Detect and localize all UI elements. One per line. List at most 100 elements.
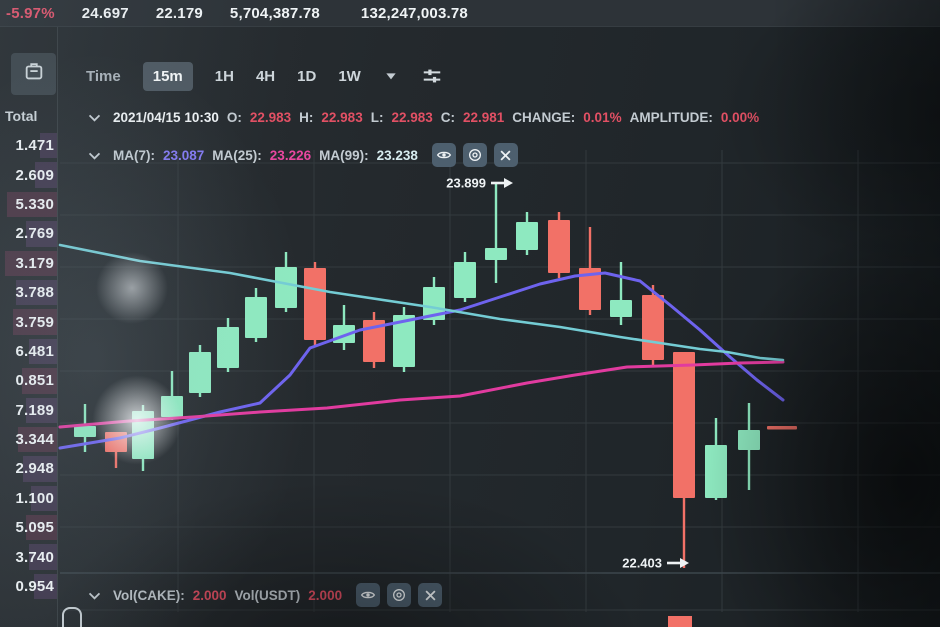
orderbook-row[interactable]: 2.609 bbox=[0, 160, 57, 189]
orderbook-total-value: 7.189 bbox=[15, 401, 54, 419]
visibility-eye-icon bbox=[360, 587, 376, 603]
orderbook-row[interactable]: 3.759 bbox=[0, 307, 57, 336]
collapse-volume-chevron-icon[interactable] bbox=[86, 587, 103, 604]
candle-down[interactable] bbox=[673, 352, 695, 498]
candle-up[interactable] bbox=[516, 222, 538, 250]
settings-target-button[interactable] bbox=[462, 143, 487, 167]
low-annotation: 22.403 bbox=[622, 556, 662, 571]
orderbook-total-value: 6.481 bbox=[15, 342, 54, 360]
collapse-ohlc-chevron-icon[interactable] bbox=[86, 109, 103, 126]
orderbook-rows: 1.471 2.609 5.330 2.769 3.179 3.788 3.759 6.481… bbox=[0, 131, 57, 601]
candle-down[interactable] bbox=[548, 220, 570, 273]
volume-bar bbox=[668, 616, 692, 627]
interval-tabs: 15m 1H 4H 1D 1W bbox=[142, 61, 361, 91]
scroll-handle[interactable] bbox=[62, 607, 82, 627]
orderbook-row[interactable]: 7.189 bbox=[0, 396, 57, 425]
candle-up[interactable] bbox=[217, 327, 239, 368]
tab-4h[interactable]: 4H bbox=[255, 67, 276, 85]
close-button[interactable] bbox=[493, 143, 518, 167]
last-price-dash bbox=[767, 426, 797, 430]
settings-target-button[interactable] bbox=[387, 583, 412, 607]
orderbook-row[interactable]: 1.471 bbox=[0, 131, 57, 160]
candle-up[interactable] bbox=[189, 352, 211, 393]
candle-up[interactable] bbox=[454, 262, 476, 298]
open-value: 22.983 bbox=[249, 110, 292, 125]
high-annotation: 23.899 bbox=[446, 176, 486, 191]
candle-down[interactable] bbox=[304, 268, 326, 340]
chart-settings-icon[interactable] bbox=[421, 65, 443, 87]
orderbook-row[interactable]: 3.179 bbox=[0, 249, 57, 278]
candle-up[interactable] bbox=[485, 248, 507, 260]
orderbook-sidebar: Total 1.471 2.609 5.330 2.769 3.179 3.788 3.75… bbox=[0, 27, 58, 627]
ohlc-readout-row: 2021/04/15 10:30 O: 22.983 H: 22.983 L: 22.983… bbox=[86, 109, 759, 126]
orderbook-total-value: 5.095 bbox=[15, 519, 54, 537]
tab-15m[interactable]: 15m bbox=[142, 61, 193, 91]
ticker-volume-quote: 132,247,003.78 bbox=[360, 4, 468, 22]
orderbook-row[interactable]: 3.788 bbox=[0, 278, 57, 307]
vol-cake-value: 2.000 bbox=[192, 587, 227, 603]
candle-up[interactable] bbox=[610, 300, 632, 317]
vol-usdt-value: 2.000 bbox=[308, 587, 343, 603]
orderbook-row[interactable]: 0.851 bbox=[0, 366, 57, 395]
orderbook-total-value: 3.740 bbox=[15, 548, 54, 566]
volume-readout-row: Vol(CAKE): 2.000 Vol(USDT) 2.000 bbox=[86, 583, 443, 607]
open-label: O: bbox=[226, 110, 242, 125]
ticker-volume-base: 5,704,387.78 bbox=[229, 4, 320, 22]
orderbook-total-value: 2.609 bbox=[15, 166, 54, 184]
candle-down[interactable] bbox=[642, 295, 664, 360]
ticker-change-pct: -5.97% bbox=[6, 4, 55, 22]
candle-up[interactable] bbox=[705, 445, 727, 498]
orderbook-row[interactable]: 3.344 bbox=[0, 425, 57, 454]
orderbook-row[interactable]: 6.481 bbox=[0, 337, 57, 366]
tab-1d[interactable]: 1D bbox=[297, 67, 317, 85]
collapse-ma-chevron-icon[interactable] bbox=[86, 147, 103, 164]
orderbook-total-value: 3.179 bbox=[15, 254, 54, 272]
orderbook-total-header: Total bbox=[5, 108, 38, 124]
orderbook-row[interactable]: 5.095 bbox=[0, 513, 57, 542]
orderbook-total-value: 3.344 bbox=[15, 431, 54, 449]
orderbook-row[interactable]: 2.769 bbox=[0, 219, 57, 248]
close-value: 22.981 bbox=[463, 110, 505, 125]
orderbook-total-value: 0.851 bbox=[15, 372, 54, 390]
candle-up[interactable] bbox=[245, 297, 267, 338]
orderbook-row[interactable]: 0.954 bbox=[0, 572, 57, 601]
time-label: Time bbox=[86, 67, 121, 85]
orderbook-total-value: 1.100 bbox=[15, 489, 54, 507]
settings-target-icon bbox=[467, 147, 483, 163]
orderbook-total-value: 5.330 bbox=[15, 195, 54, 213]
candle-up[interactable] bbox=[275, 267, 297, 308]
orderbook-row[interactable]: 1.100 bbox=[0, 484, 57, 513]
visibility-eye-button[interactable] bbox=[431, 143, 456, 167]
orderbook-row[interactable]: 3.740 bbox=[0, 542, 57, 571]
ma99-label: MA(99): bbox=[319, 147, 369, 163]
interval-toolbar: Time 15m 1H 4H 1D 1W bbox=[86, 58, 443, 94]
orderbook-button[interactable] bbox=[11, 53, 56, 95]
ma-segments: MA(7): 23.087 MA(25): 23.226 MA(99): 23.238 bbox=[113, 148, 418, 163]
amplitude-value: 0.00% bbox=[720, 110, 760, 125]
candle-down[interactable] bbox=[105, 432, 127, 452]
tab-1h[interactable]: 1H bbox=[214, 67, 234, 85]
orderbook-total-value: 1.471 bbox=[15, 137, 54, 155]
candle-up[interactable] bbox=[74, 426, 96, 437]
more-intervals-caret-icon[interactable] bbox=[383, 68, 399, 84]
tab-1w[interactable]: 1W bbox=[338, 67, 361, 85]
ma7-value: 23.087 bbox=[163, 147, 205, 163]
ma25-label: MA(25): bbox=[212, 147, 262, 163]
volume-indicator-buttons bbox=[356, 583, 443, 607]
arrow-right-icon bbox=[504, 178, 513, 188]
ma-line-ma99 bbox=[58, 243, 785, 362]
low-label: L: bbox=[370, 110, 384, 125]
close-icon bbox=[423, 588, 438, 603]
change-label: CHANGE: bbox=[512, 110, 576, 125]
orderbook-total-value: 2.769 bbox=[15, 225, 54, 243]
candle-up[interactable] bbox=[738, 430, 760, 450]
orderbook-row[interactable]: 2.948 bbox=[0, 454, 57, 483]
visibility-eye-button[interactable] bbox=[356, 583, 381, 607]
settings-target-icon bbox=[391, 587, 407, 603]
orderbook-row[interactable]: 5.330 bbox=[0, 190, 57, 219]
ma7-label: MA(7): bbox=[113, 147, 155, 163]
candle-up[interactable] bbox=[161, 396, 183, 417]
orderbook-total-value: 2.948 bbox=[15, 460, 54, 478]
close-button[interactable] bbox=[418, 583, 443, 607]
